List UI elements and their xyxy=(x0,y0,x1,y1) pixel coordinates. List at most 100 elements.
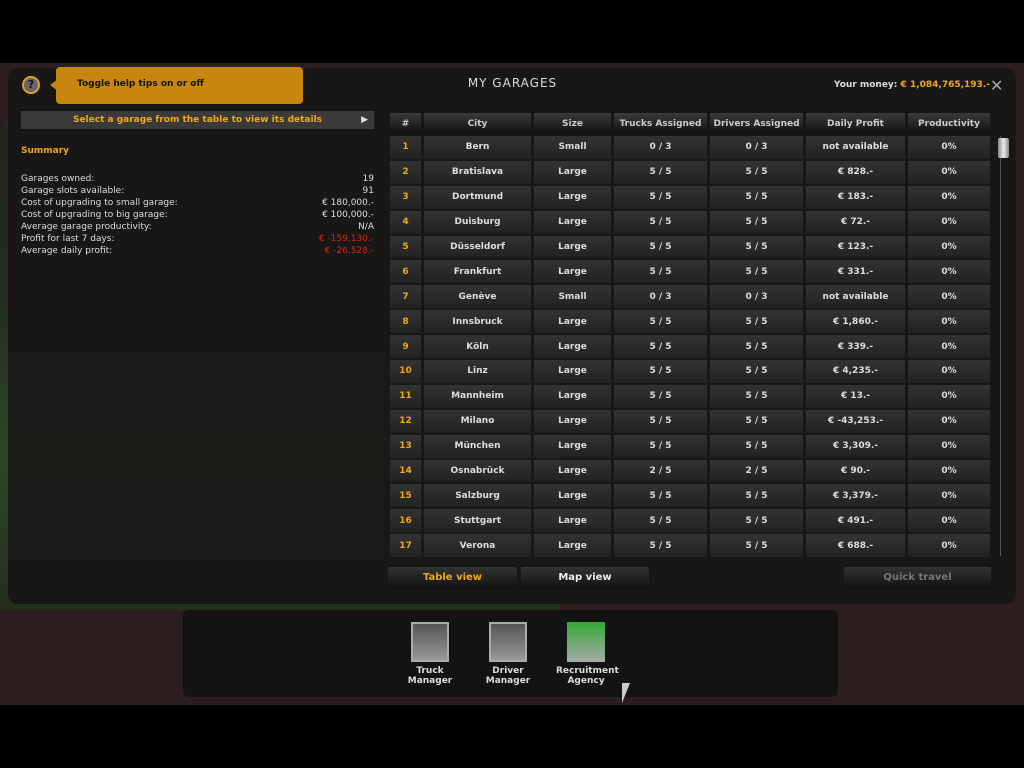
column-header[interactable]: Size xyxy=(534,113,611,134)
summary-title: Summary xyxy=(21,146,70,156)
table-cell: € 90.- xyxy=(806,459,905,483)
table-cell: Milano xyxy=(424,409,531,433)
table-cell: 5 / 5 xyxy=(614,235,707,259)
table-cell: Large xyxy=(534,409,611,433)
table-cell: Mannheim xyxy=(424,384,531,408)
table-cell: 0 / 3 xyxy=(614,285,707,309)
table-cell: not available xyxy=(806,136,905,159)
table-cell: Large xyxy=(534,434,611,458)
table-cell: € 331.- xyxy=(806,260,905,284)
garages-table: # City Size Trucks Assigned Drivers Assigned… xyxy=(387,111,993,559)
table-cell: 5 / 5 xyxy=(614,409,707,433)
close-icon[interactable]: ✕ xyxy=(990,76,1004,95)
summary-row: Profit for last 7 days: € -159,130.- xyxy=(21,233,374,245)
table-cell: 8 xyxy=(390,310,421,334)
label: Recruitment xyxy=(556,666,619,676)
table-cell: 0% xyxy=(908,235,990,259)
table-cell: 13 xyxy=(390,434,421,458)
column-header[interactable]: Trucks Assigned xyxy=(614,113,707,134)
summary-label: Average garage productivity: xyxy=(21,222,152,232)
truck-manager-button[interactable]: Truck Manager xyxy=(400,622,460,686)
label: Truck xyxy=(416,666,444,676)
table-cell: 0% xyxy=(908,260,990,284)
table-cell: 0% xyxy=(908,210,990,234)
table-cell: 5 / 5 xyxy=(710,260,803,284)
table-cell: 0% xyxy=(908,160,990,184)
quick-travel-button[interactable]: Quick travel xyxy=(844,567,991,589)
help-tooltip: Toggle help tips on or off xyxy=(50,67,303,104)
table-view-button[interactable]: Table view xyxy=(388,567,517,589)
column-header[interactable]: Daily Profit xyxy=(806,113,905,134)
table-cell: € 4,235.- xyxy=(806,360,905,383)
garage-select-bar[interactable]: Select a garage from the table to view i… xyxy=(21,111,374,129)
table-cell: München xyxy=(424,434,531,458)
column-header[interactable]: # xyxy=(390,113,421,134)
table-cell: 5 / 5 xyxy=(710,434,803,458)
summary-row: Cost of upgrading to small garage: € 180,… xyxy=(21,197,374,209)
label: Driver xyxy=(492,666,524,676)
table-cell: Large xyxy=(534,335,611,359)
truck-manager-icon xyxy=(411,622,449,662)
table-cell: 5 / 5 xyxy=(710,484,803,508)
column-header[interactable]: Productivity xyxy=(908,113,990,134)
summary-label: Garage slots available: xyxy=(21,186,125,196)
column-header[interactable]: Drivers Assigned xyxy=(710,113,803,134)
summary-value: N/A xyxy=(358,222,374,232)
table-cell: 10 xyxy=(390,360,421,383)
table-cell: € -43,253.- xyxy=(806,409,905,433)
table-cell: 0% xyxy=(908,335,990,359)
money-label: Your money: xyxy=(834,80,898,90)
recruitment-agency-button[interactable]: Recruitment Agency xyxy=(556,622,619,686)
table-cell: € 123.- xyxy=(806,235,905,259)
scrollbar-track[interactable] xyxy=(1000,136,1008,556)
table-cell: 2 / 5 xyxy=(614,459,707,483)
table-cell: 4 xyxy=(390,210,421,234)
table-cell: 5 / 5 xyxy=(710,160,803,184)
table-cell: 5 / 5 xyxy=(710,384,803,408)
summary-row: Average daily profit: € -26,528.- xyxy=(21,245,374,257)
summary-label: Cost of upgrading to small garage: xyxy=(21,198,178,208)
table-cell: 5 / 5 xyxy=(614,534,707,558)
table-cell: Verona xyxy=(424,534,531,558)
table-cell: 5 / 5 xyxy=(614,185,707,209)
table-cell: 5 / 5 xyxy=(614,160,707,184)
scrollbar-thumb[interactable] xyxy=(998,138,1009,158)
table-cell: 5 / 5 xyxy=(614,360,707,383)
summary-row: Average garage productivity: N/A xyxy=(21,221,374,233)
table-cell: 5 / 5 xyxy=(710,509,803,533)
driver-manager-button[interactable]: Driver Manager xyxy=(478,622,538,686)
table-cell: 15 xyxy=(390,484,421,508)
table-cell: Large xyxy=(534,384,611,408)
summary-list: Garages owned: 19 Garage slots available: 9… xyxy=(21,173,374,257)
help-icon[interactable]: ? xyxy=(22,76,40,94)
table-cell: 5 / 5 xyxy=(710,409,803,433)
table-cell: € 828.- xyxy=(806,160,905,184)
table-cell: Large xyxy=(534,509,611,533)
table-cell: 0% xyxy=(908,136,990,159)
column-header[interactable]: City xyxy=(424,113,531,134)
table-cell: 5 / 5 xyxy=(614,210,707,234)
table-cell: Large xyxy=(534,210,611,234)
table-cell: 5 / 5 xyxy=(614,335,707,359)
table-cell: € 183.- xyxy=(806,185,905,209)
map-view-button[interactable]: Map view xyxy=(521,567,649,589)
table-cell: 0% xyxy=(908,434,990,458)
table-cell: 2 xyxy=(390,160,421,184)
